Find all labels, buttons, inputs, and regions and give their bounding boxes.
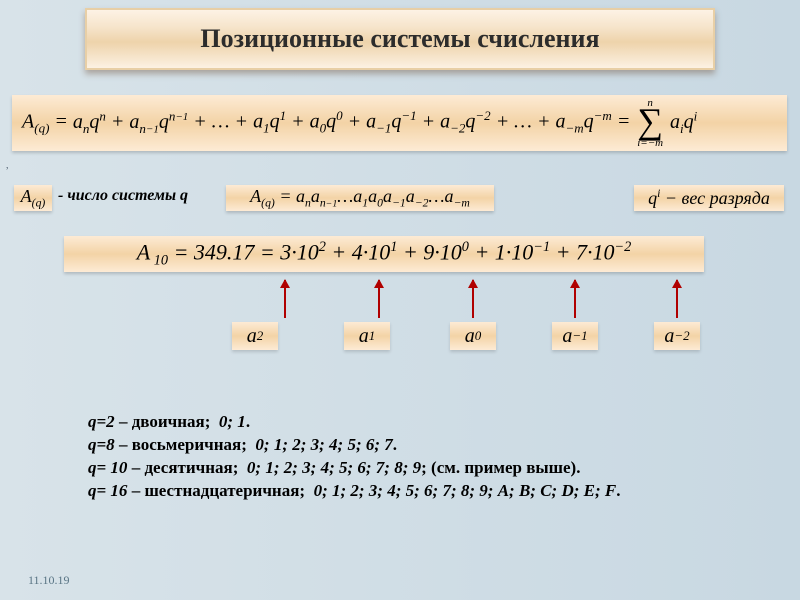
base-line-16: q= 16 – шестнадцатеричная; 0; 1; 2; 3; 4…	[88, 481, 620, 501]
weight-math: qi − вес разряда	[648, 187, 770, 209]
aq-caption: - число системы q	[58, 187, 188, 205]
base-line-10: q= 10 – десятичная; 0; 1; 2; 3; 4; 5; 6;…	[88, 458, 580, 478]
aq-box-math: A(q)	[21, 186, 46, 210]
arrow-icon	[284, 280, 286, 318]
formula-main-math: A(q) = anqn + an−1qn−1 + … + a1q1 + a0q0…	[22, 107, 697, 139]
sigma-icon: n ∑ i=−m	[637, 107, 663, 139]
footer-date: 11.10.19	[28, 573, 70, 588]
digit-label: a2	[232, 322, 278, 350]
formula-main: A(q) = anqn + an−1qn−1 + … + a1q1 + a0q0…	[12, 95, 787, 151]
sigma-top: n	[647, 97, 653, 109]
example-formula: A 10 = 349.17 = 3·102 + 4·101 + 9·100 + …	[64, 236, 704, 272]
digit-label: a−1	[552, 322, 598, 350]
aq-digits: A(q) = anan−1…a1a0a−1a−2…a−m	[226, 185, 494, 211]
arrow-icon	[472, 280, 474, 318]
base-line-2: q=2 – двоичная; 0; 1.	[88, 412, 250, 432]
digit-label: a−2	[654, 322, 700, 350]
arrow-icon	[378, 280, 380, 318]
base-line-8: q=8 – восьмеричная; 0; 1; 2; 3; 4; 5; 6;…	[88, 435, 397, 455]
aq-box: A(q)	[14, 185, 52, 211]
slide-title-text: Позиционные системы счисления	[200, 24, 599, 54]
weight-box: qi − вес разряда	[634, 185, 784, 211]
stray-comma: ,	[6, 160, 9, 171]
arrow-icon	[574, 280, 576, 318]
sigma-bot: i=−m	[637, 137, 663, 149]
slide-title: Позиционные системы счисления	[85, 8, 715, 70]
example-math: A 10 = 349.17 = 3·102 + 4·101 + 9·100 + …	[137, 239, 632, 270]
aq-digits-math: A(q) = anan−1…a1a0a−1a−2…a−m	[250, 186, 470, 210]
arrow-icon	[676, 280, 678, 318]
digit-label: a0	[450, 322, 496, 350]
digit-label: a1	[344, 322, 390, 350]
